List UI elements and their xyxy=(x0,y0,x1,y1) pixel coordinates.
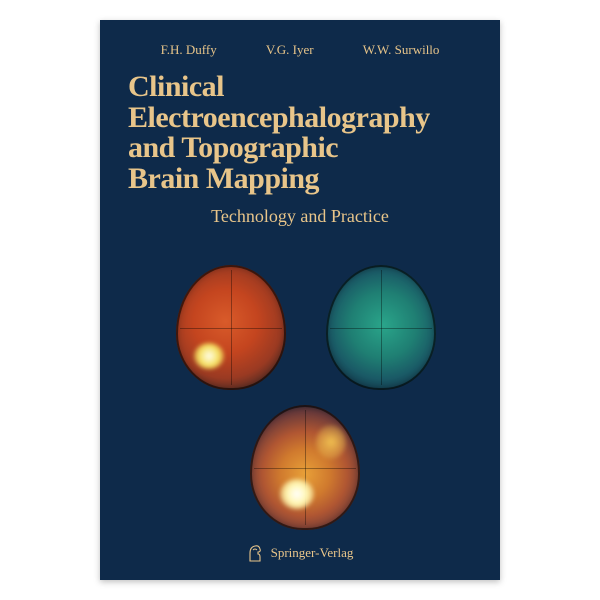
brain-hotspot xyxy=(280,479,314,509)
author-row: F.H. Duffy V.G. Iyer W.W. Surwillo xyxy=(128,42,472,58)
title-line-4: Brain Mapping xyxy=(128,164,472,195)
book-cover: F.H. Duffy V.G. Iyer W.W. Surwillo Clini… xyxy=(100,20,500,580)
brain-hotspot xyxy=(316,425,346,459)
author-1: F.H. Duffy xyxy=(161,42,217,58)
map-rim xyxy=(176,265,286,390)
book-title: Clinical Electroencephalography and Topo… xyxy=(128,72,472,194)
publisher-name: Springer-Verlag xyxy=(271,545,354,561)
map-rim xyxy=(250,405,360,530)
title-line-2: Electroencephalography xyxy=(128,103,472,134)
map-rim xyxy=(326,265,436,390)
title-line-1: Clinical xyxy=(128,72,472,103)
book-subtitle: Technology and Practice xyxy=(128,206,472,227)
title-line-3: and Topographic xyxy=(128,133,472,164)
brain-map-bottom xyxy=(250,405,360,530)
publisher-row: Springer-Verlag xyxy=(128,544,472,562)
author-3: W.W. Surwillo xyxy=(363,42,440,58)
brain-map-top-right xyxy=(326,265,436,390)
cover-inner: F.H. Duffy V.G. Iyer W.W. Surwillo Clini… xyxy=(100,20,500,580)
author-2: V.G. Iyer xyxy=(266,42,314,58)
brain-maps-region xyxy=(128,255,472,544)
brain-map-top-left xyxy=(176,265,286,390)
springer-horse-icon xyxy=(247,544,263,562)
brain-hotspot xyxy=(194,343,224,369)
